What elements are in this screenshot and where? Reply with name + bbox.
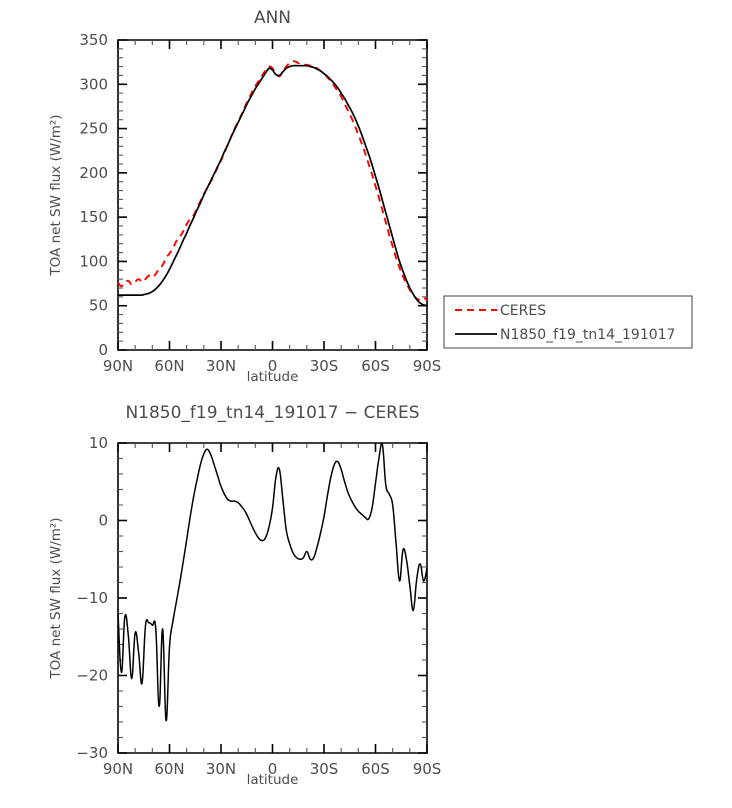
top-panel-title: ANN bbox=[254, 8, 291, 28]
bottom-panel: N1850_f19_tn14_191017 − CERES 90N 60N 30N 0… bbox=[48, 403, 441, 788]
series-line-1 bbox=[117, 60, 428, 302]
top-panel-series bbox=[117, 60, 428, 307]
bottom-panel-yaxis-label: TOA net SW flux (W/m²) bbox=[48, 517, 64, 679]
ytick-label: −30 bbox=[76, 744, 108, 762]
bottom-panel-series bbox=[117, 442, 428, 722]
ytick-label: 0 bbox=[98, 341, 108, 359]
xtick-label: 90S bbox=[413, 760, 442, 778]
xtick-label: 90N bbox=[103, 760, 133, 778]
top-panel-xaxis-label: latitude bbox=[247, 369, 299, 385]
series-line-1 bbox=[117, 442, 428, 722]
xtick-label: 0 bbox=[268, 357, 278, 375]
ytick-label: 200 bbox=[79, 164, 108, 182]
xtick-label: 60S bbox=[361, 760, 390, 778]
legend-box bbox=[443, 295, 693, 349]
legend-label-ceres: CERES bbox=[500, 303, 546, 319]
xtick-label: 60N bbox=[154, 760, 184, 778]
xtick-label: 90N bbox=[103, 357, 133, 375]
top-panel: ANN 90N 60N 30N 0 30S 60S 90S 0 50 100 150 200 250 30… bbox=[48, 8, 441, 385]
ytick-label: 100 bbox=[79, 252, 108, 270]
bottom-panel-xaxis-label: latitude bbox=[247, 772, 299, 788]
series-line-2 bbox=[117, 64, 428, 307]
ytick-label: −10 bbox=[76, 589, 108, 607]
legend-label-model: N1850_f19_tn14_191017 bbox=[500, 327, 675, 343]
ytick-label: 350 bbox=[79, 31, 108, 49]
bottom-panel-ticks bbox=[117, 442, 428, 754]
top-panel-yaxis-label: TOA net SW flux (W/m²) bbox=[48, 114, 64, 276]
top-panel-ticklabels: 90N 60N 30N 0 30S 60S 90S 0 50 100 150 200 250 300 350 bbox=[79, 31, 441, 375]
legend: CERES N1850_f19_tn14_191017 bbox=[443, 295, 693, 349]
ytick-label: 150 bbox=[79, 208, 108, 226]
ytick-label: 50 bbox=[89, 297, 108, 315]
ytick-label: 0 bbox=[98, 512, 108, 530]
ytick-label: 300 bbox=[79, 75, 108, 93]
xtick-label: 60S bbox=[361, 357, 390, 375]
xtick-label: 90S bbox=[413, 357, 442, 375]
bottom-panel-ticklabels: 90N 60N 30N 0 30S 60S 90S 10 0 −10 −20 −30 bbox=[76, 434, 441, 778]
ytick-label: −20 bbox=[76, 667, 108, 685]
legend-entry-ceres[interactable]: CERES bbox=[455, 303, 546, 319]
xtick-label: 30S bbox=[310, 357, 339, 375]
bottom-panel-title: N1850_f19_tn14_191017 − CERES bbox=[125, 403, 419, 423]
xtick-label: 0 bbox=[268, 760, 278, 778]
ytick-label: 10 bbox=[89, 434, 108, 452]
xtick-label: 30N bbox=[206, 357, 236, 375]
xtick-label: 30N bbox=[206, 760, 236, 778]
ytick-label: 250 bbox=[79, 120, 108, 138]
xtick-label: 30S bbox=[310, 760, 339, 778]
legend-entry-model[interactable]: N1850_f19_tn14_191017 bbox=[455, 327, 675, 343]
xtick-label: 60N bbox=[154, 357, 184, 375]
